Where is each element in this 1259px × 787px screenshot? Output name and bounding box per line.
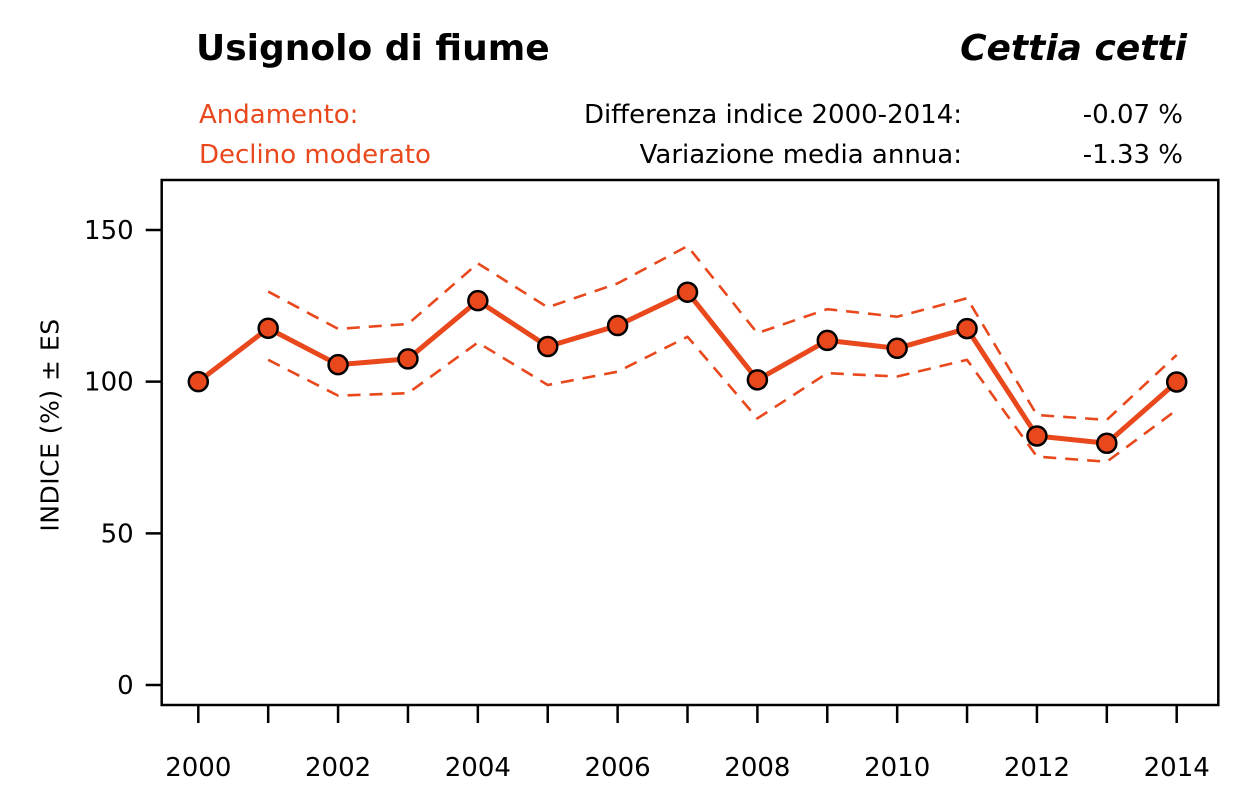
- standard-error-band-line: [267, 335, 1178, 464]
- data-point-marker: [956, 317, 978, 340]
- x-tick-label: 2006: [585, 753, 651, 783]
- data-point-marker: [397, 348, 419, 370]
- x-tick-label: 2012: [1004, 753, 1070, 783]
- data-point-marker: [606, 314, 629, 337]
- x-tick-label: 2008: [724, 753, 790, 783]
- data-point-marker: [1165, 371, 1188, 393]
- index-difference-label: Differenza indice 2000-2014:: [583, 100, 962, 130]
- data-point-marker: [676, 281, 699, 303]
- plot-border: [160, 178, 1220, 707]
- data-point-marker: [327, 353, 349, 376]
- x-tick-label: 2010: [864, 753, 930, 783]
- data-point-marker: [1096, 432, 1118, 454]
- data-point-marker: [816, 329, 839, 352]
- data-point-marker: [467, 289, 489, 312]
- y-tick-label: 50: [101, 519, 134, 549]
- data-point-marker: [1026, 425, 1048, 447]
- standard-error-band-line: [267, 244, 1178, 422]
- x-tick-label: 2002: [305, 753, 371, 783]
- species-name-title: Cettia cetti: [960, 28, 1187, 69]
- trend-label: Andamento:: [199, 100, 359, 130]
- common-name-title: Usignolo di fiume: [196, 28, 550, 69]
- y-tick-label: 150: [84, 216, 134, 246]
- trend-value: Declino moderato: [199, 140, 431, 170]
- annual-variation-label: Variazione media annua:: [639, 140, 962, 170]
- data-point-marker: [536, 335, 559, 358]
- y-tick-label: 100: [84, 368, 134, 398]
- data-point-marker: [187, 370, 210, 393]
- annual-variation-value: -1.33 %: [1082, 140, 1183, 170]
- index-difference-value: -0.07 %: [1082, 100, 1183, 130]
- y-tick-label: 0: [117, 671, 134, 701]
- x-tick-label: 2004: [445, 753, 511, 783]
- data-point-marker: [257, 317, 279, 340]
- x-tick-label: 2000: [165, 753, 231, 783]
- data-point-marker: [886, 337, 908, 360]
- x-tick-label: 2014: [1144, 753, 1210, 783]
- data-point-marker: [746, 369, 769, 391]
